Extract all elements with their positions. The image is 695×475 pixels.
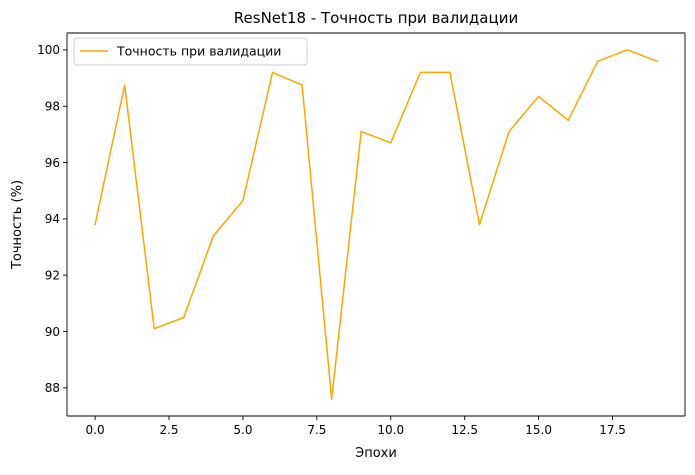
y-tick-label: 94 <box>45 212 60 226</box>
x-tick-label: 17.5 <box>599 423 626 437</box>
legend: Точность при валидации <box>74 38 307 65</box>
y-tick-label: 96 <box>45 156 60 170</box>
x-tick-label: 0.0 <box>86 423 105 437</box>
chart-title: ResNet18 - Точность при валидации <box>234 9 518 27</box>
x-tick-label: 2.5 <box>159 423 178 437</box>
plot-area <box>67 33 685 416</box>
x-tick-label: 15.0 <box>525 423 552 437</box>
y-tick-label: 92 <box>45 268 60 282</box>
x-tick-label: 10.0 <box>377 423 404 437</box>
y-tick-label: 98 <box>45 100 60 114</box>
x-axis-label: Эпохи <box>355 446 397 461</box>
x-tick-label: 5.0 <box>233 423 252 437</box>
y-tick-label: 90 <box>45 325 60 339</box>
y-axis-label: Точность (%) <box>10 180 25 270</box>
legend-label: Точность при валидации <box>116 44 281 59</box>
x-tick-label: 12.5 <box>451 423 478 437</box>
y-tick-label: 88 <box>45 381 60 395</box>
x-tick-label: 7.5 <box>307 423 326 437</box>
y-tick-label: 100 <box>37 43 60 57</box>
